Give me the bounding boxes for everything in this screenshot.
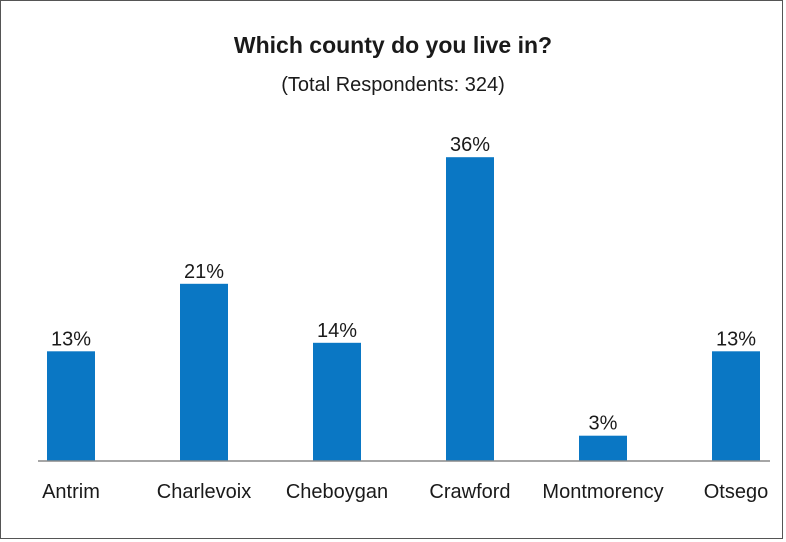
data-label-montmorency: 3%	[589, 413, 618, 435]
data-label-charlevoix: 21%	[184, 261, 224, 283]
bars-group	[47, 157, 760, 461]
bar-charlevoix	[180, 283, 228, 461]
data-label-crawford: 36%	[450, 134, 490, 156]
labels-group: 13% Antrim 21% Charlevoix 14% Cheboygan 36% Cra…	[42, 134, 768, 503]
category-label-crawford: Crawford	[429, 481, 510, 503]
data-label-otsego: 13%	[716, 328, 756, 350]
bar-montmorency	[579, 435, 627, 461]
bar-antrim	[47, 351, 95, 461]
category-label-antrim: Antrim	[42, 481, 100, 503]
category-label-montmorency: Montmorency	[542, 481, 663, 503]
category-label-otsego: Otsego	[704, 481, 768, 503]
data-label-cheboygan: 14%	[317, 320, 357, 342]
chart-title: Which county do you live in?	[233, 32, 553, 58]
category-label-charlevoix: Charlevoix	[157, 481, 251, 503]
bar-crawford	[446, 157, 494, 461]
bar-otsego	[712, 351, 760, 461]
category-label-cheboygan: Cheboygan	[286, 481, 388, 503]
data-label-antrim: 13%	[51, 328, 91, 350]
chart-subtitle: (Total Respondents: 324)	[281, 74, 505, 96]
bar-cheboygan	[313, 342, 361, 461]
